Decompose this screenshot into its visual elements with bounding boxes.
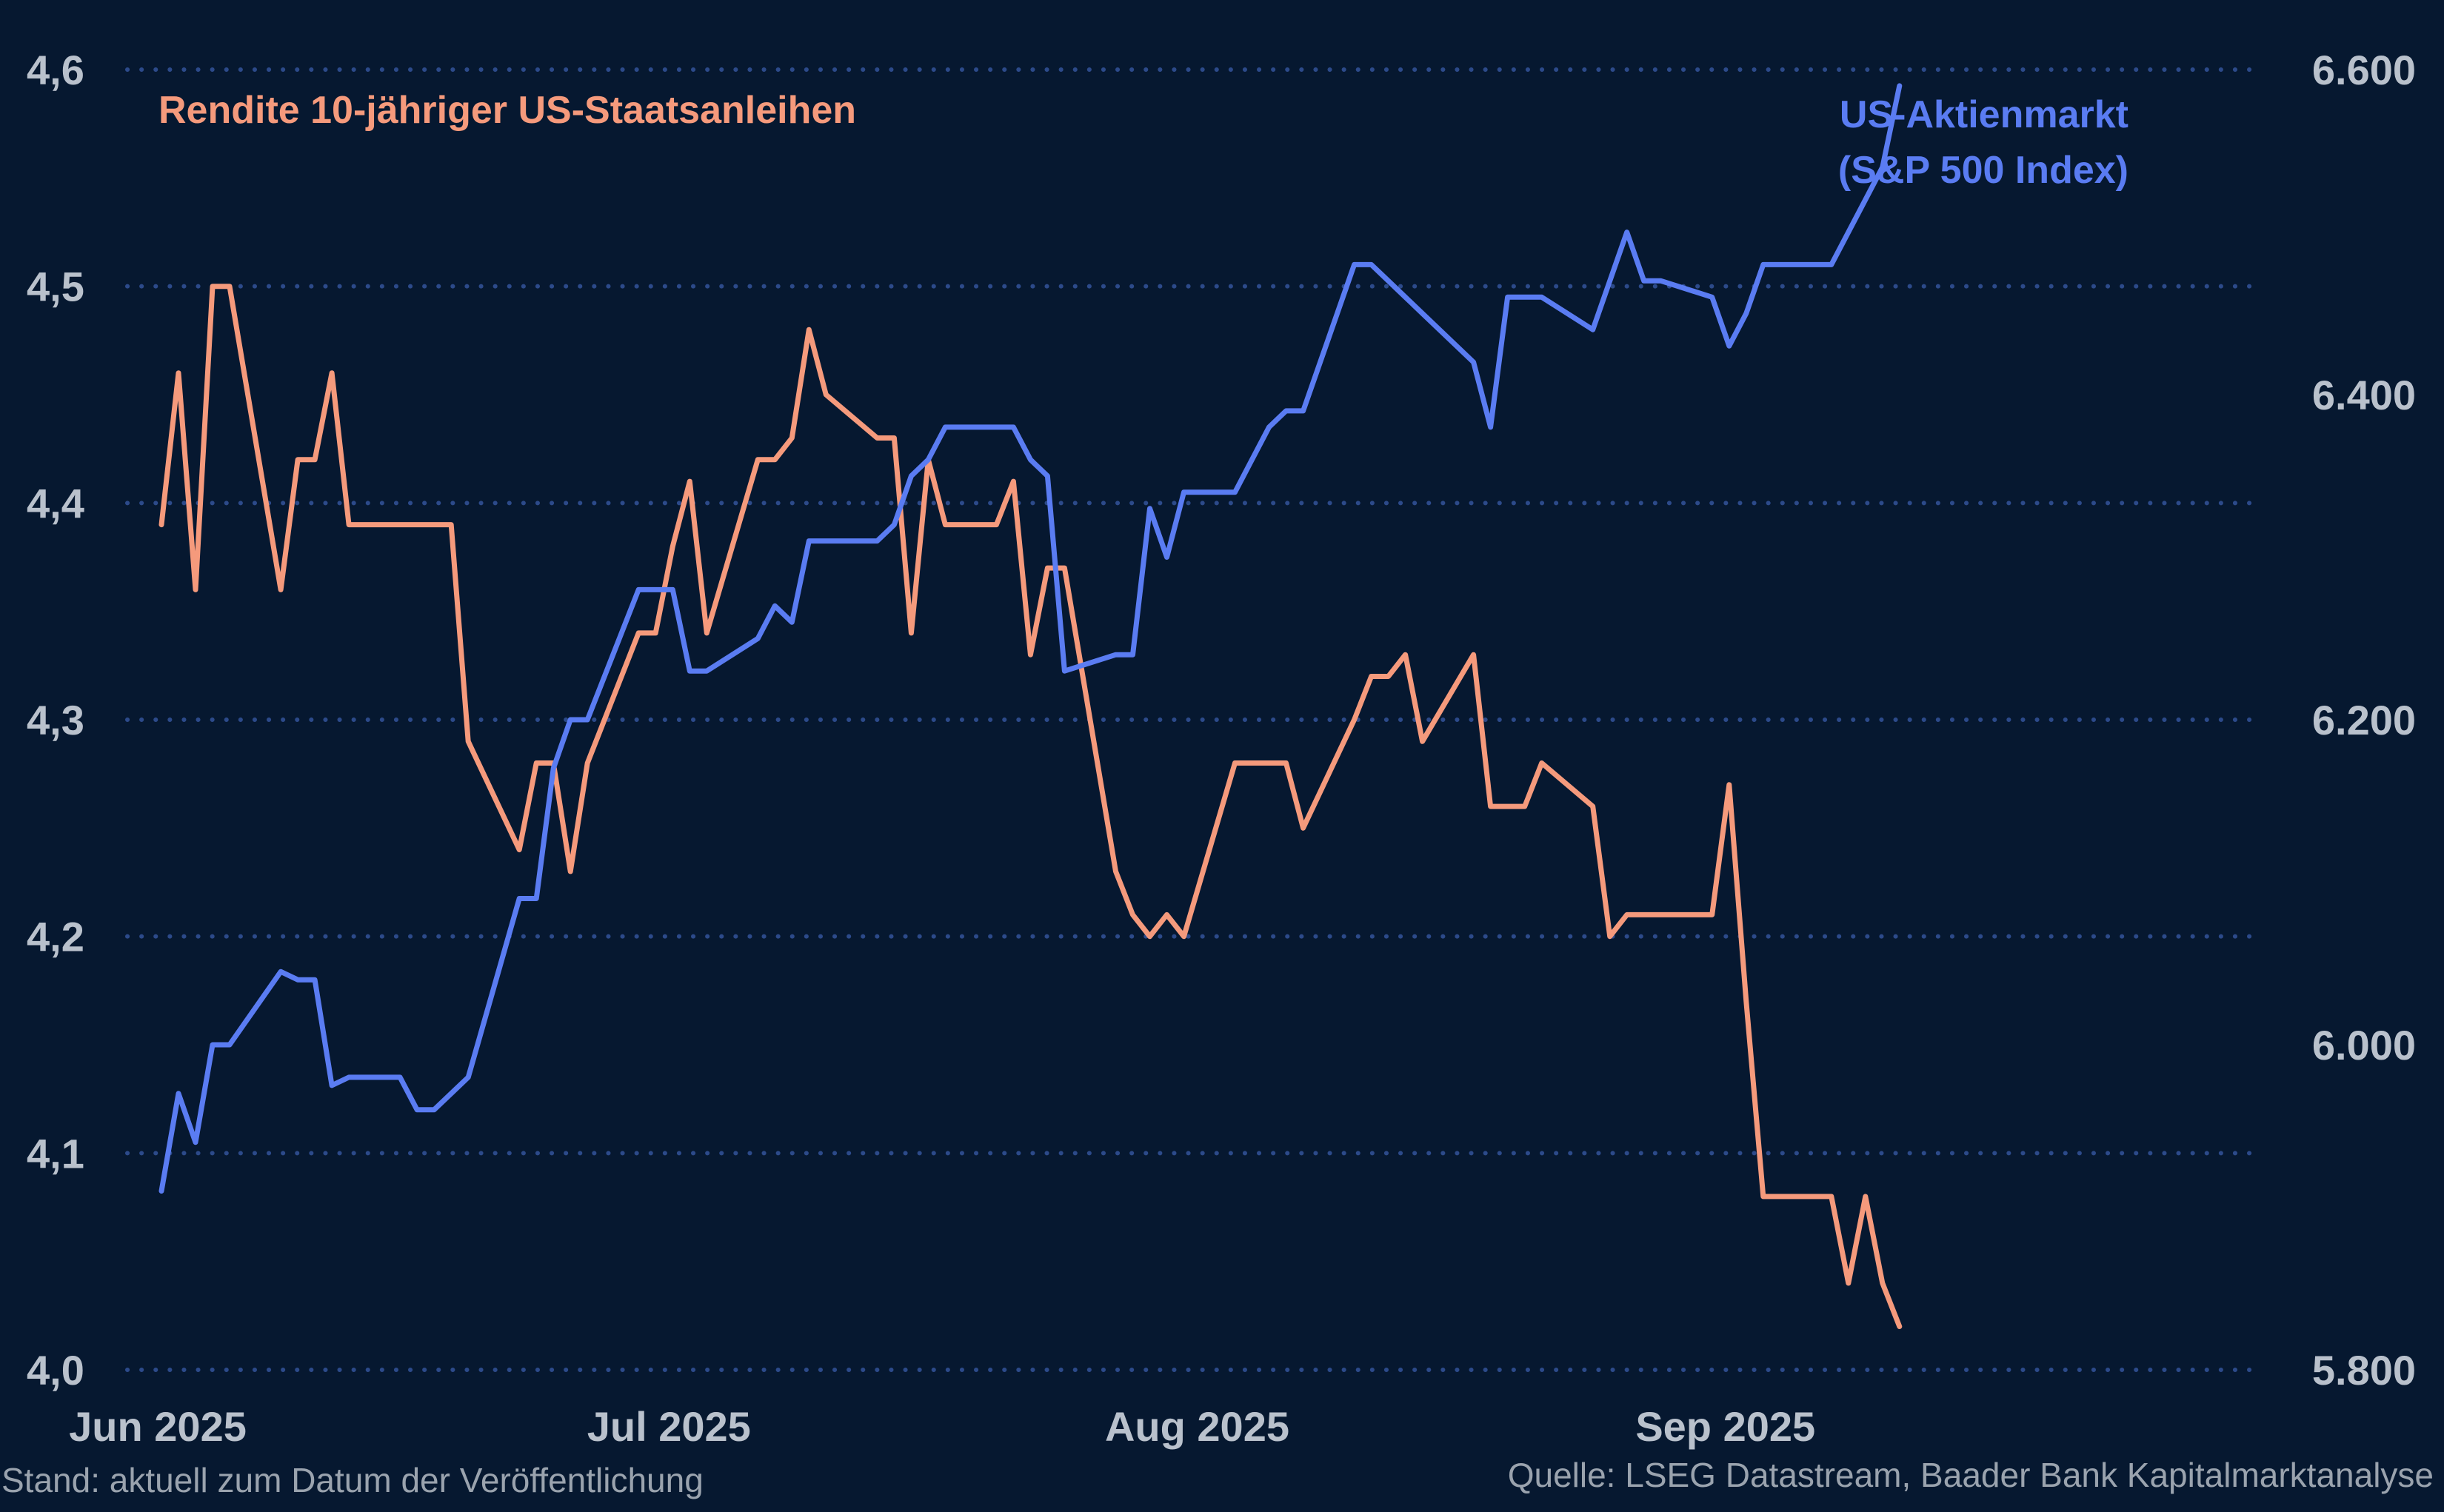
right-axis-tick-label: 6.000	[2312, 1022, 2416, 1068]
x-axis-tick-label: Jul 2025	[587, 1403, 751, 1450]
left-axis-tick-label: 4,6	[27, 47, 84, 93]
left-axis-tick-label: 4,1	[27, 1130, 84, 1177]
footer-date-note: Stand: aktuell zum Datum der Veröffentli…	[1, 1461, 704, 1499]
right-axis-ticks: 5.800 6.000 6.200 6.400 6.600	[2312, 47, 2416, 1394]
footer-source: Quelle: LSEG Datastream, Baader Bank Kap…	[1508, 1456, 2434, 1494]
left-axis-tick-label: 4,4	[27, 480, 84, 526]
left-axis-ticks: 4,0 4,1 4,2 4,3 4,4 4,5 4,6	[27, 47, 84, 1394]
sp500-series-label-line1: US-Aktienmarkt	[1840, 93, 2129, 136]
x-axis-ticks: Jun 2025 Jul 2025 Aug 2025 Sep 2025	[69, 1403, 1815, 1450]
gridlines	[125, 67, 2260, 1372]
right-axis-tick-label: 5.800	[2312, 1347, 2416, 1394]
left-axis-tick-label: 4,0	[27, 1347, 84, 1394]
x-axis-tick-label: Aug 2025	[1105, 1403, 1289, 1450]
right-axis-tick-label: 6.200	[2312, 697, 2416, 743]
yield-series-line	[158, 284, 1903, 1329]
left-axis-tick-label: 4,3	[27, 697, 84, 743]
yield-series-label: Rendite 10-jähriger US-Staatsanleihen	[158, 89, 856, 132]
right-axis-tick-label: 6.400	[2312, 372, 2416, 418]
x-axis-tick-label: Sep 2025	[1635, 1403, 1815, 1450]
left-axis-tick-label: 4,2	[27, 914, 84, 960]
sp500-series-line	[158, 83, 1903, 1194]
right-axis-tick-label: 6.600	[2312, 47, 2416, 93]
series-lines	[158, 83, 1903, 1329]
left-axis-tick-label: 4,5	[27, 264, 84, 310]
x-axis-tick-label: Jun 2025	[69, 1403, 247, 1450]
sp500-series-label-line2: (S&P 500 Index)	[1838, 149, 2129, 192]
